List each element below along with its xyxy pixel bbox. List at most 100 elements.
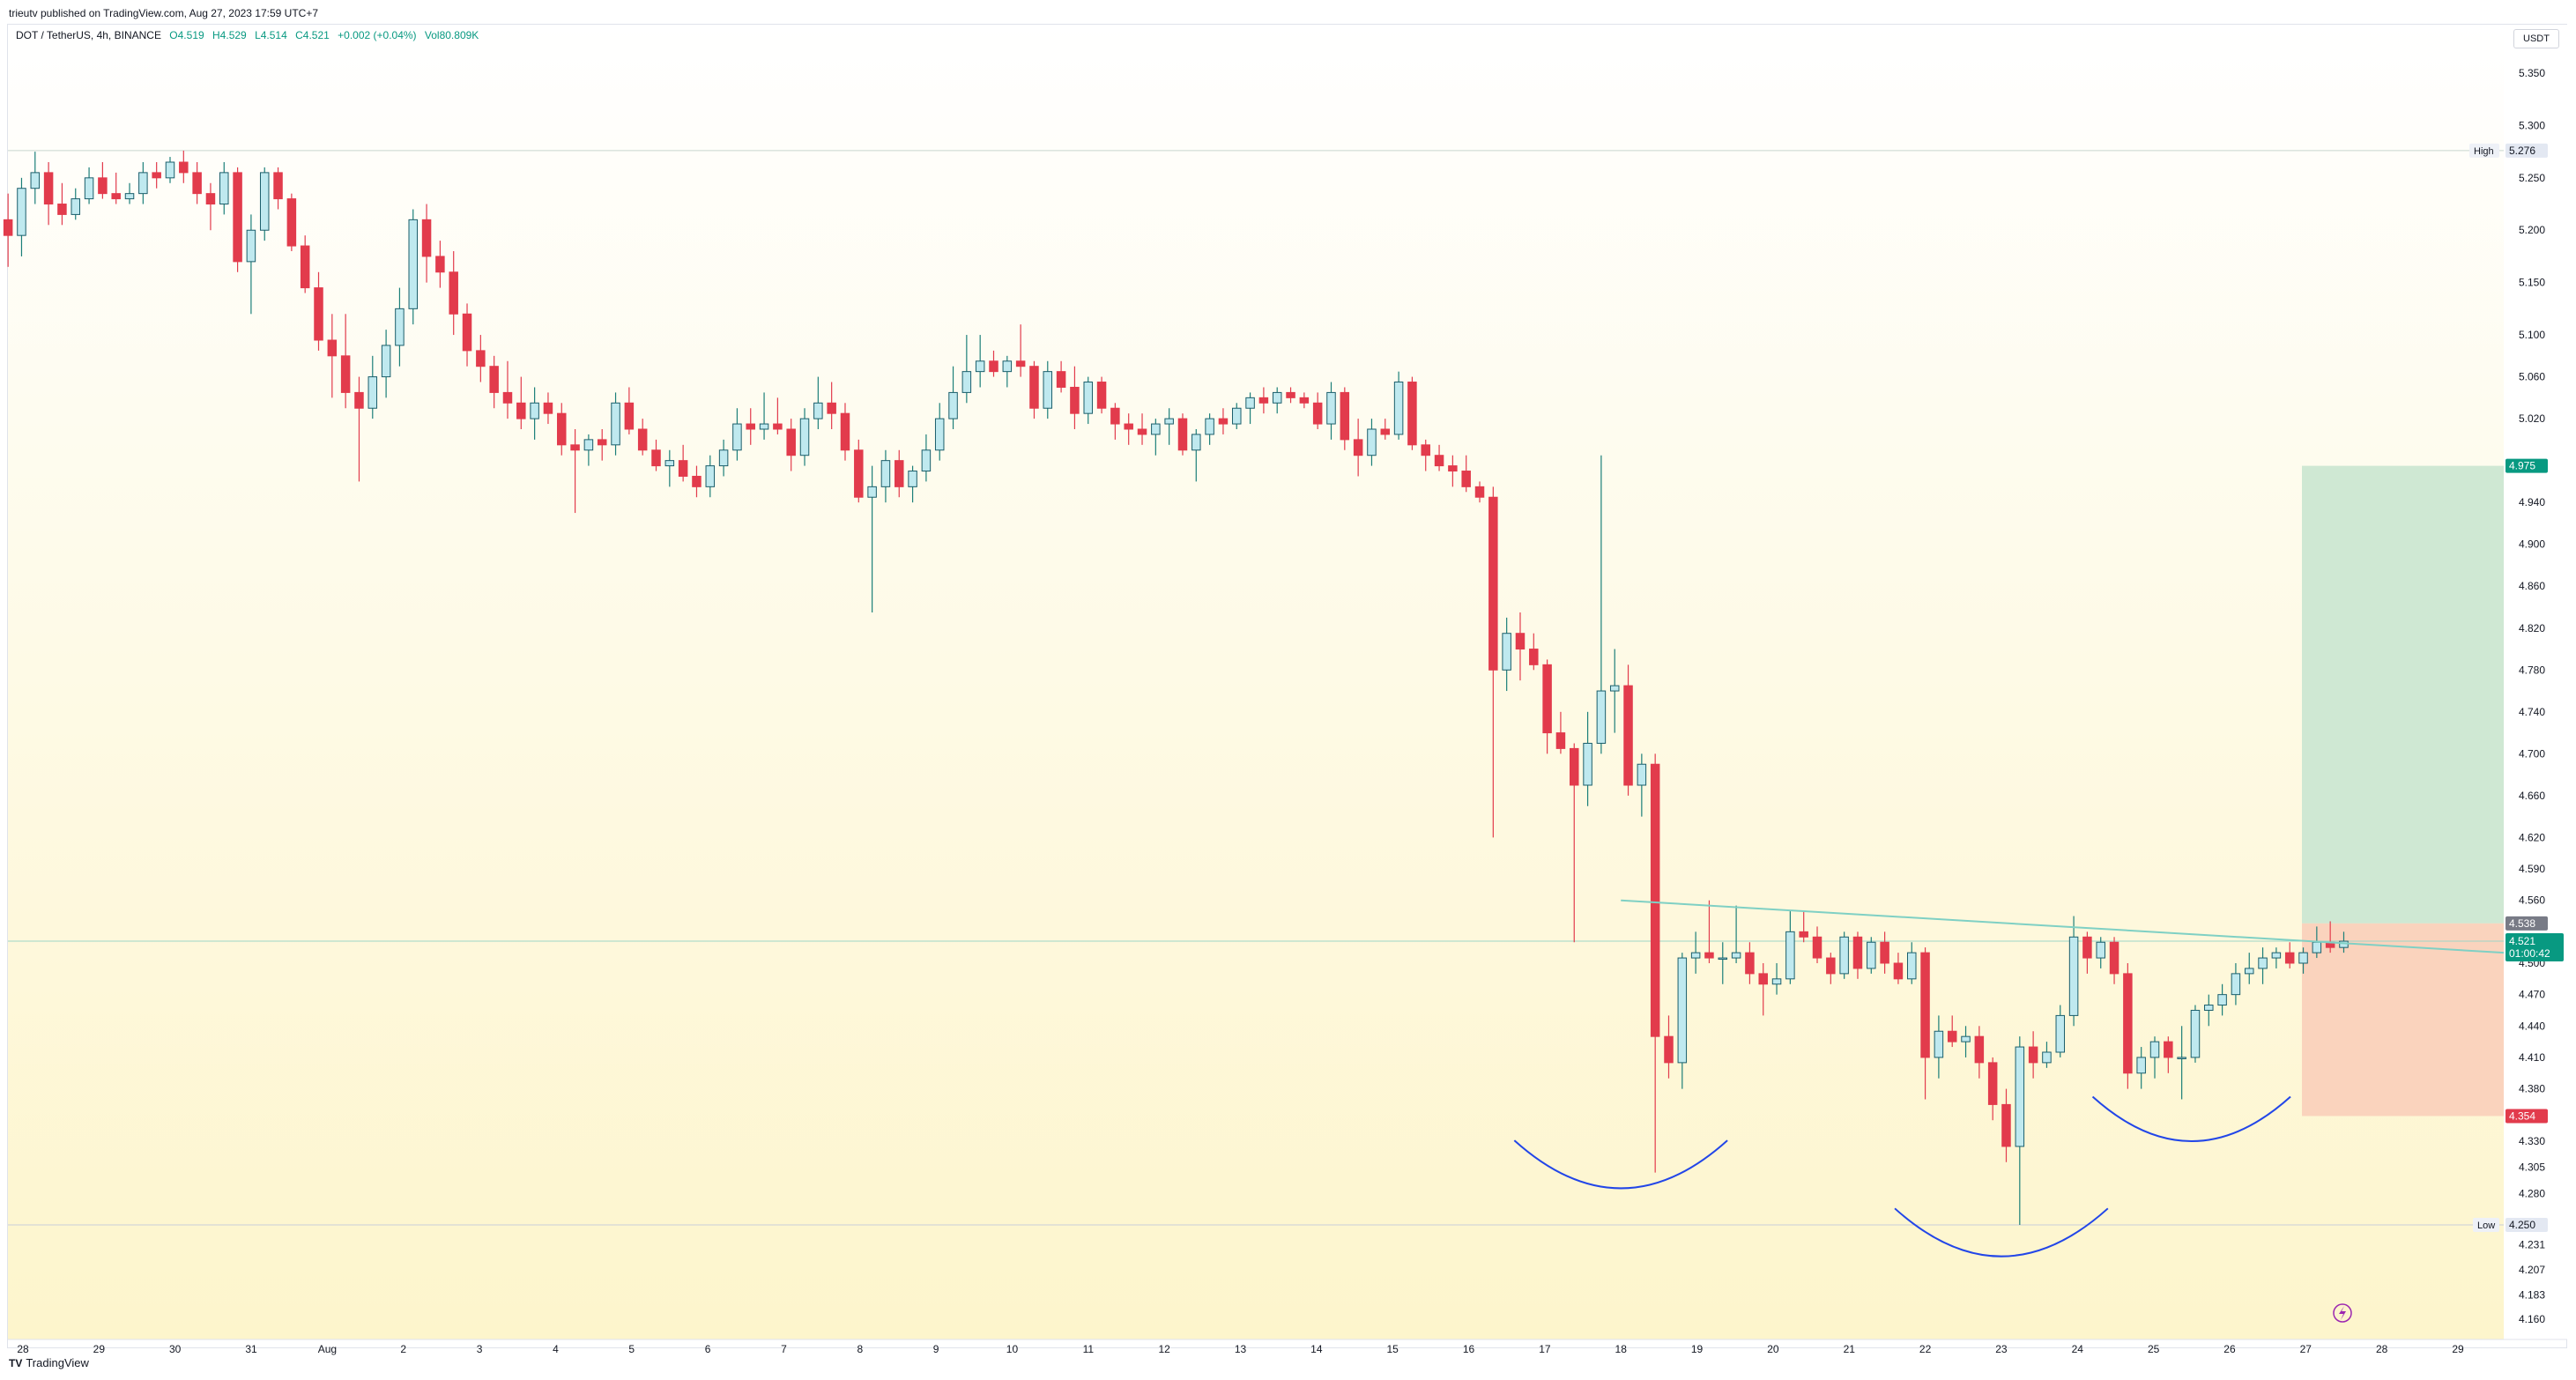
- candle[interactable]: [1745, 942, 1755, 984]
- candle[interactable]: [98, 162, 108, 199]
- candle[interactable]: [543, 392, 553, 425]
- candle[interactable]: [152, 162, 161, 189]
- candle[interactable]: [530, 387, 539, 440]
- candle[interactable]: [1015, 324, 1026, 377]
- candle[interactable]: [2015, 1036, 2025, 1226]
- candle[interactable]: [611, 392, 620, 456]
- candle[interactable]: [449, 251, 458, 336]
- candle[interactable]: [1380, 419, 1391, 440]
- candle[interactable]: [1002, 355, 1013, 388]
- candle[interactable]: [1421, 439, 1430, 471]
- shoulder-arc-1[interactable]: [1513, 1139, 1728, 1190]
- candle[interactable]: [1070, 366, 1080, 429]
- candle[interactable]: [1799, 910, 1808, 943]
- candle[interactable]: [2136, 1047, 2146, 1089]
- candle[interactable]: [1056, 360, 1066, 393]
- neckline[interactable]: [1621, 899, 2505, 954]
- candle[interactable]: [1205, 413, 1214, 445]
- candle[interactable]: [1542, 659, 1552, 754]
- candle[interactable]: [989, 350, 998, 377]
- candle[interactable]: [1880, 931, 1889, 974]
- currency-selector[interactable]: USDT: [2513, 29, 2559, 48]
- candle[interactable]: [1299, 392, 1310, 409]
- candle[interactable]: [2082, 931, 2092, 974]
- candle[interactable]: [2244, 953, 2254, 984]
- candle[interactable]: [1839, 931, 1849, 979]
- candle[interactable]: [2055, 1005, 2066, 1057]
- candle[interactable]: [1785, 910, 1795, 984]
- candle[interactable]: [1474, 481, 1485, 503]
- candle[interactable]: [1974, 1026, 1985, 1079]
- candle[interactable]: [1771, 963, 1782, 995]
- candle[interactable]: [732, 408, 742, 461]
- candle[interactable]: [2204, 994, 2214, 1027]
- candle[interactable]: [246, 214, 256, 315]
- candle[interactable]: [2177, 1026, 2186, 1100]
- candle[interactable]: [2258, 947, 2268, 984]
- candle[interactable]: [1731, 905, 1741, 963]
- candle[interactable]: [259, 167, 270, 241]
- candle[interactable]: [1609, 649, 1620, 733]
- candle[interactable]: [205, 182, 216, 231]
- candle[interactable]: [1461, 455, 1471, 493]
- candle[interactable]: [1704, 900, 1714, 963]
- candle[interactable]: [557, 403, 567, 456]
- stop-zone[interactable]: [2301, 923, 2504, 1117]
- candle[interactable]: [1096, 376, 1107, 414]
- candle[interactable]: [1650, 753, 1660, 1173]
- candle[interactable]: [1488, 486, 1498, 838]
- candle[interactable]: [1029, 360, 1039, 419]
- candle[interactable]: [1812, 926, 1823, 963]
- candle[interactable]: [17, 177, 26, 256]
- candle[interactable]: [1529, 633, 1539, 671]
- candle[interactable]: [1245, 392, 1255, 425]
- candle[interactable]: [462, 303, 472, 367]
- candle[interactable]: [840, 403, 850, 461]
- candle[interactable]: [895, 449, 904, 498]
- candle[interactable]: [1637, 753, 1647, 817]
- candle[interactable]: [1570, 743, 1579, 943]
- candle[interactable]: [664, 449, 675, 487]
- candle[interactable]: [2190, 1005, 2201, 1063]
- candle[interactable]: [705, 455, 716, 498]
- candle[interactable]: [1434, 444, 1444, 471]
- candle[interactable]: [192, 162, 202, 204]
- candle[interactable]: [1583, 711, 1592, 806]
- candle[interactable]: [1407, 376, 1417, 450]
- candle[interactable]: [1961, 1026, 1971, 1057]
- candle[interactable]: [3, 193, 13, 267]
- candle[interactable]: [1448, 455, 1458, 487]
- candle[interactable]: [1947, 1015, 1957, 1048]
- candle[interactable]: [2217, 983, 2227, 1016]
- candle[interactable]: [2042, 1042, 2052, 1068]
- candle[interactable]: [2028, 1031, 2038, 1079]
- candle[interactable]: [624, 387, 635, 434]
- candle[interactable]: [948, 366, 958, 429]
- candle[interactable]: [2068, 916, 2079, 1027]
- candle[interactable]: [1893, 953, 1904, 984]
- candle[interactable]: [799, 408, 810, 466]
- candle[interactable]: [1232, 403, 1242, 429]
- candle[interactable]: [273, 167, 283, 210]
- candle[interactable]: [1367, 419, 1377, 466]
- candle[interactable]: [314, 271, 323, 351]
- candle[interactable]: [516, 376, 526, 429]
- candle[interactable]: [179, 150, 189, 183]
- candle[interactable]: [30, 152, 41, 204]
- candle[interactable]: [435, 241, 445, 288]
- candle[interactable]: [1907, 942, 1917, 984]
- candle[interactable]: [1920, 947, 1930, 1100]
- candle[interactable]: [1177, 413, 1188, 456]
- candle[interactable]: [921, 434, 932, 482]
- candle[interactable]: [880, 449, 891, 503]
- candle[interactable]: [2298, 947, 2308, 974]
- candle[interactable]: [934, 403, 945, 461]
- candle[interactable]: [84, 167, 94, 204]
- lightning-icon[interactable]: [2333, 1303, 2352, 1323]
- candle[interactable]: [759, 392, 769, 440]
- candle[interactable]: [71, 188, 80, 220]
- candle[interactable]: [421, 204, 432, 283]
- candle[interactable]: [2284, 942, 2295, 968]
- candle[interactable]: [678, 444, 688, 482]
